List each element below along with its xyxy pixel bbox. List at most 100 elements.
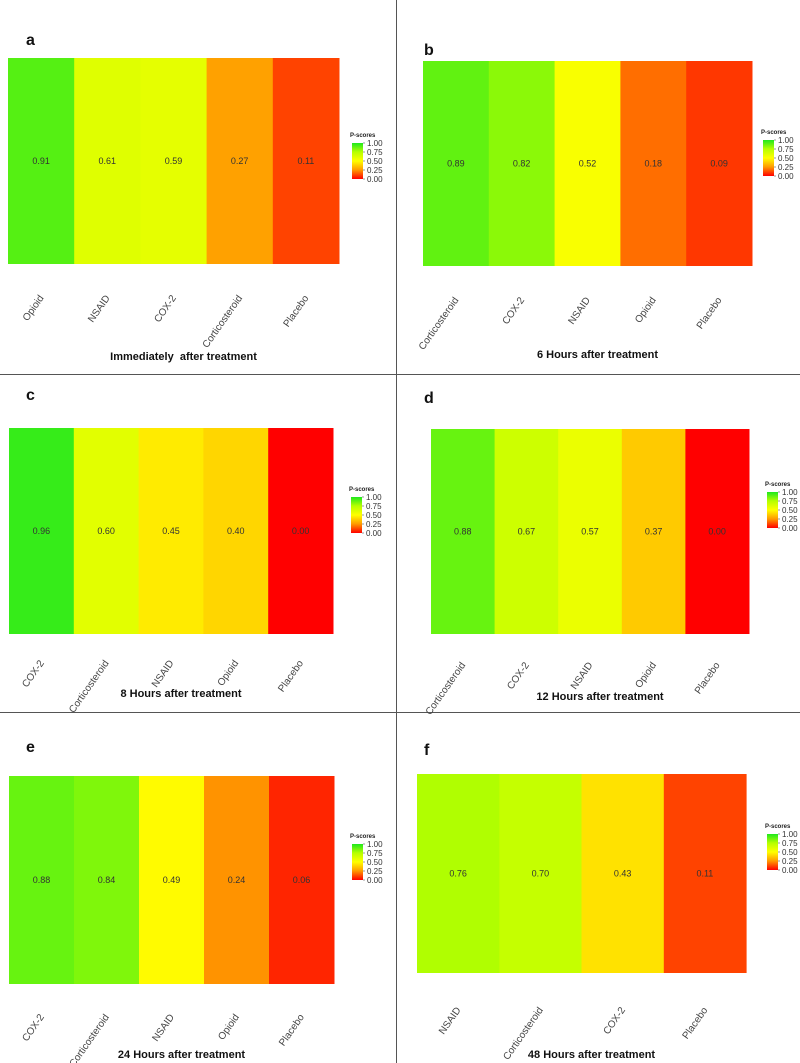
- category-label: Placebo: [276, 658, 306, 694]
- heatmap-cell: [620, 61, 687, 266]
- legend-tick-label: 1.00: [782, 488, 798, 497]
- legend-title: P-scores: [765, 482, 791, 488]
- legend-tick-label: 0.25: [366, 520, 382, 529]
- legend-tick-label: 0.75: [782, 497, 798, 506]
- legend-colorbar: [767, 834, 778, 870]
- legend-title: P-scores: [350, 834, 376, 840]
- category-label: NSAID: [569, 660, 596, 691]
- category-label: NSAID: [566, 295, 593, 326]
- heatmap-cell: [9, 776, 75, 984]
- cell-value-label: 0.67: [518, 527, 536, 537]
- legend-colorbar: [351, 497, 362, 533]
- category-label: COX-2: [602, 1005, 629, 1037]
- legend-tick-label: 0.75: [367, 849, 383, 858]
- cell-value-label: 0.18: [645, 159, 663, 169]
- heatmap-cell: [9, 428, 75, 634]
- cell-value-label: 0.37: [645, 527, 663, 537]
- panel-caption: 12 Hours after treatment: [536, 691, 663, 703]
- heatmap-cell: [663, 774, 747, 973]
- category-label: NSAID: [86, 293, 113, 324]
- cell-value-label: 0.88: [454, 527, 472, 537]
- legend-tick-label: 0.00: [367, 175, 383, 184]
- cell-value-label: 0.24: [228, 875, 246, 885]
- cell-value-label: 0.43: [614, 869, 632, 879]
- cell-value-label: 0.89: [447, 159, 465, 169]
- heatmap-cell: [686, 61, 753, 266]
- panel-caption: 48 Hours after treatment: [528, 1049, 655, 1061]
- cell-value-label: 0.60: [97, 526, 115, 536]
- legend-tick-label: 0.50: [366, 511, 382, 520]
- panel-a: a 0.91 Opioid 0.61 NSAID 0.59 COX-2 0.27 Cortico…: [8, 32, 383, 363]
- legend-tick-label: 0.25: [367, 166, 383, 175]
- cell-value-label: 0.45: [162, 526, 180, 536]
- cell-value-label: 0.57: [581, 527, 599, 537]
- cell-value-label: 0.11: [297, 156, 314, 166]
- cell-value-label: 0.82: [513, 159, 531, 169]
- heatmap-cell: [73, 428, 140, 634]
- legend-tick-label: 1.00: [778, 136, 794, 145]
- category-label: Opioid: [21, 293, 47, 323]
- cell-value-label: 0.70: [532, 869, 550, 879]
- heatmap-cell: [139, 776, 205, 984]
- legend-colorbar: [767, 492, 778, 528]
- heatmap-cell: [204, 776, 270, 984]
- panel-letter: d: [424, 390, 434, 407]
- category-label: Corticosteroid: [201, 293, 245, 350]
- panel-e: e 0.88 COX-2 0.84 Corticosteroid 0.49 NSAID 0.2…: [9, 739, 383, 1063]
- legend-tick-label: 0.75: [367, 148, 383, 157]
- cell-value-label: 0.40: [227, 526, 245, 536]
- cell-value-label: 0.52: [579, 159, 597, 169]
- legend-tick-label: 0.25: [782, 515, 798, 524]
- panel-caption: 8 Hours after treatment: [120, 688, 241, 700]
- cell-value-label: 0.59: [165, 156, 183, 166]
- legend-tick-label: 0.75: [366, 502, 382, 511]
- heatmap-cell: [494, 429, 559, 634]
- category-label: COX-2: [505, 660, 532, 692]
- legend-tick-label: 0.50: [782, 848, 798, 857]
- heatmap-cell: [138, 428, 204, 634]
- heatmap-cell: [499, 774, 583, 973]
- heatmap-cell: [74, 776, 140, 984]
- category-label: Corticosteroid: [68, 1012, 112, 1063]
- cell-value-label: 0.11: [696, 869, 713, 879]
- panel-d: d 0.88 Corticosteroid 0.67 COX-2 0.57 NSAID 0.3…: [424, 390, 798, 717]
- heatmap-cell: [431, 429, 496, 634]
- legend-tick-label: 0.50: [778, 154, 794, 163]
- category-label: NSAID: [150, 1012, 177, 1043]
- category-label: Corticosteroid: [67, 658, 111, 715]
- legend-tick-label: 1.00: [782, 830, 798, 839]
- cell-value-label: 0.91: [32, 156, 50, 166]
- legend-title: P-scores: [349, 487, 375, 493]
- legend-tick-label: 0.75: [782, 839, 798, 848]
- panel-letter: c: [26, 387, 35, 404]
- category-label: COX-2: [501, 295, 528, 327]
- panel-f: f0.76NSAID0.70Corticosteroid0.43COX-20.1…: [417, 742, 798, 1062]
- legend-title: P-scores: [761, 130, 787, 136]
- panel-letter: e: [26, 739, 35, 756]
- category-label: Corticosteroid: [417, 295, 461, 352]
- panel-c: c 0.96 COX-2 0.60 Corticosteroid 0.45 NSAID 0.4…: [9, 387, 382, 715]
- category-label: COX-2: [152, 293, 179, 325]
- heatmap-cell: [140, 58, 208, 264]
- cell-value-label: 0.61: [99, 156, 117, 166]
- panel-caption: 24 Hours after treatment: [118, 1049, 245, 1061]
- panel-caption: Immediately after treatment: [110, 351, 257, 363]
- category-label: Placebo: [681, 1005, 711, 1041]
- heatmap-cell: [206, 58, 274, 264]
- heatmap-cell: [685, 429, 750, 634]
- category-label: Opioid: [216, 1012, 242, 1042]
- heatmap-cell: [74, 58, 141, 264]
- category-label: Placebo: [282, 293, 312, 329]
- legend-tick-label: 0.00: [782, 524, 798, 533]
- heatmap-cell: [417, 774, 500, 973]
- heatmap-cell: [8, 58, 75, 264]
- category-label: Placebo: [277, 1012, 307, 1048]
- cell-value-label: 0.96: [33, 526, 51, 536]
- panel-letter: b: [424, 42, 434, 59]
- heatmap-cell: [272, 58, 340, 264]
- legend-tick-label: 0.50: [367, 157, 383, 166]
- legend-tick-label: 0.00: [367, 876, 383, 885]
- heatmap-cell: [621, 429, 686, 634]
- legend-colorbar: [352, 844, 363, 880]
